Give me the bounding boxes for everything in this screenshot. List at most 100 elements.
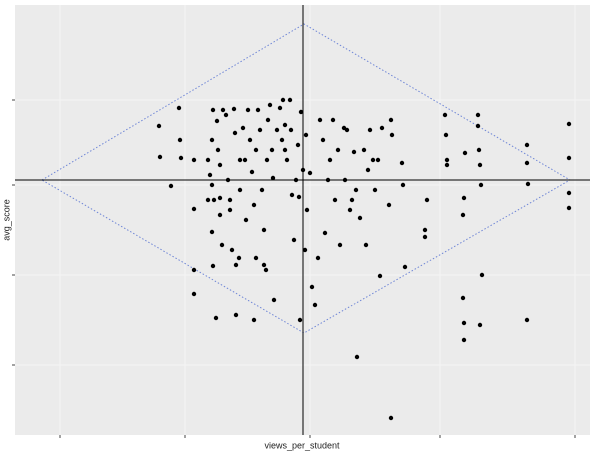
point [524, 160, 530, 166]
point [284, 157, 290, 163]
point [255, 107, 261, 113]
point [211, 197, 217, 203]
point [399, 160, 405, 166]
point [461, 337, 467, 343]
point [289, 192, 295, 198]
point [237, 187, 243, 193]
point [332, 197, 338, 203]
point [251, 317, 257, 323]
point [524, 317, 530, 323]
point [209, 182, 215, 188]
point [379, 125, 385, 131]
point [209, 137, 215, 143]
point [388, 415, 394, 421]
point [209, 229, 215, 235]
point [177, 137, 183, 143]
point [444, 157, 450, 163]
point [264, 157, 270, 163]
point [247, 137, 253, 143]
point [232, 130, 238, 136]
y-axis-title: avg_score [1, 199, 11, 241]
point [225, 177, 231, 183]
point [227, 197, 233, 203]
point [242, 157, 248, 163]
point [156, 123, 162, 129]
point [302, 247, 308, 253]
point [320, 137, 326, 143]
point [478, 182, 484, 188]
point [442, 112, 448, 118]
point [205, 197, 211, 203]
point [402, 264, 408, 270]
point [525, 181, 531, 187]
point [377, 273, 383, 279]
point [240, 125, 246, 131]
point [477, 322, 483, 328]
point [370, 157, 376, 163]
point [344, 127, 350, 133]
point [191, 291, 197, 297]
point [462, 150, 468, 156]
x-axis-title: views_per_student [264, 440, 340, 450]
point [325, 177, 331, 183]
point [270, 175, 276, 181]
point [210, 107, 216, 113]
point [303, 132, 309, 138]
point [210, 263, 216, 269]
point [282, 122, 288, 128]
point [191, 157, 197, 163]
point [277, 105, 283, 111]
point [298, 109, 304, 115]
point [253, 255, 259, 261]
point [460, 295, 466, 301]
point [291, 237, 297, 243]
point [191, 267, 197, 273]
point [269, 147, 275, 153]
point [524, 142, 530, 148]
point [214, 118, 220, 124]
point [243, 217, 249, 223]
point [251, 202, 257, 208]
point [253, 147, 259, 153]
point [475, 123, 481, 129]
point [327, 157, 333, 163]
point [178, 155, 184, 161]
point [267, 102, 273, 108]
point [288, 127, 294, 133]
point [566, 121, 572, 127]
point [259, 187, 265, 193]
point [357, 215, 363, 221]
point [375, 157, 381, 163]
point [386, 202, 392, 208]
point [233, 262, 239, 268]
point [444, 162, 450, 168]
point [354, 354, 360, 360]
point [245, 107, 251, 113]
point [342, 177, 348, 183]
point [353, 187, 359, 193]
point [261, 227, 267, 233]
point [461, 320, 467, 326]
point [205, 157, 211, 163]
point [400, 182, 406, 188]
point [220, 107, 226, 113]
point [217, 212, 223, 218]
point [475, 112, 481, 118]
point [479, 272, 485, 278]
point [207, 172, 213, 178]
point [223, 112, 229, 118]
point [361, 147, 367, 153]
point [263, 267, 269, 273]
point [295, 142, 301, 148]
point [422, 227, 428, 233]
point [372, 187, 378, 193]
point [461, 195, 467, 201]
point [280, 97, 286, 103]
point [297, 317, 303, 323]
point [282, 147, 288, 153]
point [317, 117, 323, 123]
point [476, 147, 482, 153]
point [477, 162, 483, 168]
point [422, 234, 428, 240]
point [176, 105, 182, 111]
